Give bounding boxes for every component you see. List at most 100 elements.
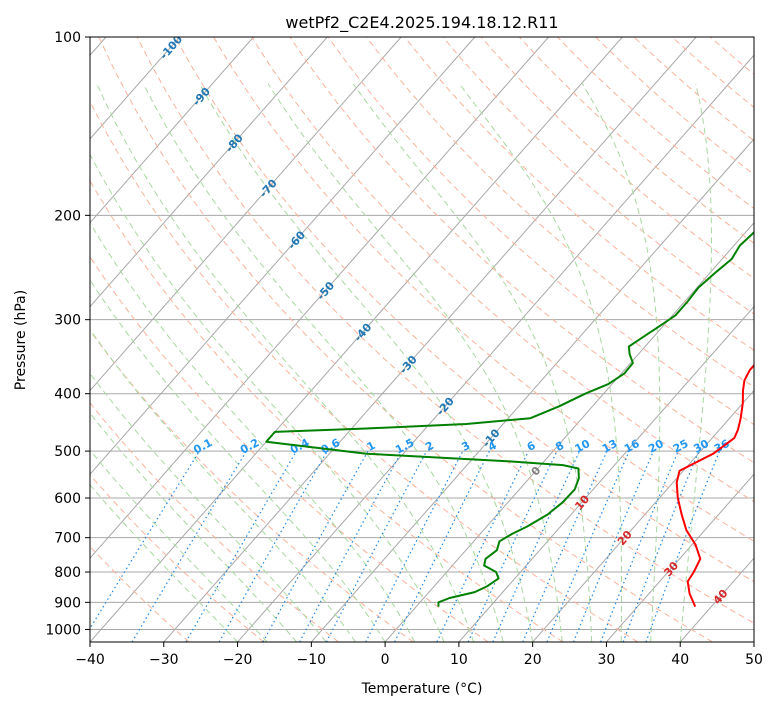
mixing-ratio-label: 25 — [671, 437, 691, 456]
isotherm-line — [753, 641, 754, 642]
background-lines — [90, 37, 754, 642]
isotherm-line — [679, 557, 754, 642]
isotherm-line — [90, 37, 254, 224]
profiles — [265, 230, 754, 607]
y-tick-label: 600 — [54, 491, 81, 507]
isotherm-line — [90, 37, 402, 392]
mixing-ratio-label: 0.2 — [238, 436, 261, 457]
mixing-ratio-line — [325, 450, 428, 642]
mixing-ratio-label: 0.6 — [319, 436, 343, 457]
x-tick-label: 20 — [524, 652, 542, 668]
mixing-ratio-label: 1 — [365, 439, 378, 454]
mixing-ratio-line — [492, 450, 581, 642]
y-axis-label: Pressure (hPa) — [13, 290, 29, 390]
mixing-ratio-line — [131, 450, 247, 642]
isotherm-line — [384, 222, 754, 642]
y-tick-label: 700 — [54, 531, 81, 547]
dry-adiabat-line — [289, 37, 754, 464]
dry-adiabat-line — [633, 37, 754, 142]
x-tick-label: −20 — [223, 652, 253, 668]
moist-adiabat-line — [90, 372, 327, 642]
dry-adiabat-line — [404, 37, 754, 351]
isotherm-line — [606, 473, 754, 642]
mixing-ratio-label: 30 — [691, 437, 711, 456]
mixing-ratio-line — [90, 450, 200, 630]
dry-adiabat-line — [518, 37, 754, 244]
dry-adiabat-line — [557, 37, 754, 210]
moist-adiabat-line — [352, 83, 593, 642]
moist-adiabat-line — [679, 83, 713, 642]
mixing-ratio-line — [185, 450, 297, 642]
plot-frame — [89, 36, 755, 643]
dry-adiabat-line — [480, 37, 754, 279]
dry-adiabat-line — [595, 37, 754, 176]
isotherm-line — [237, 54, 754, 642]
x-tick-label: 0 — [381, 652, 390, 668]
moist-adiabat-line — [90, 221, 416, 642]
mixing-ratio-line — [467, 450, 558, 642]
moist-adiabat-line — [90, 279, 386, 642]
mixing-ratio-line — [572, 450, 655, 642]
moist-adiabat-line — [90, 412, 297, 642]
x-tick-label: 10 — [450, 652, 468, 668]
mixing-ratio-label: 13 — [600, 437, 620, 456]
dry-adiabat-line — [136, 37, 754, 624]
dry-adiabat-line — [90, 329, 414, 642]
y-tick-label: 100 — [54, 30, 81, 46]
mixing-ratio-line — [622, 450, 700, 642]
x-axis-label: Temperature (°C) — [361, 681, 483, 697]
moist-adiabat-line — [581, 83, 661, 642]
dry-adiabat-line — [90, 255, 489, 642]
isotherm-line — [90, 37, 328, 308]
dry-adiabat-line — [90, 100, 639, 642]
y-tick-label: 900 — [54, 595, 81, 611]
moist-adiabat-line — [90, 153, 445, 642]
isotherm-line — [90, 37, 549, 559]
y-tick-label: 800 — [54, 565, 81, 581]
x-tick-label: 40 — [671, 652, 689, 668]
moist-adiabat-line — [267, 83, 563, 642]
mixing-ratio-line — [546, 450, 630, 642]
dry-adiabat-line — [174, 37, 754, 583]
moist-adiabat-line — [96, 83, 475, 642]
mixing-ratio-label: 10 — [573, 437, 593, 456]
moist-adiabat-line — [458, 83, 622, 642]
dry-adiabat-line — [671, 37, 754, 109]
mixing-ratio-line — [436, 450, 529, 642]
isotherm-line — [90, 37, 623, 642]
mixing-ratio-label: 1.5 — [393, 436, 416, 457]
y-tick-label: 200 — [54, 208, 81, 224]
mixing-ratio-line — [262, 450, 369, 642]
dry-adiabat-line — [90, 179, 564, 642]
x-tick-label: 30 — [597, 652, 615, 668]
y-tick-label: 300 — [54, 313, 81, 329]
x-tick-label: −40 — [75, 652, 105, 668]
dewpoint-profile-line — [265, 230, 754, 607]
x-tick-label: 50 — [745, 652, 763, 668]
mixing-ratio-label: 16 — [622, 437, 642, 456]
x-tick-label: −30 — [149, 652, 179, 668]
dry-adiabat-line — [442, 37, 754, 315]
isotherm-line — [163, 37, 697, 642]
mixing-ratio-line — [600, 450, 679, 642]
y-tick-label: 400 — [54, 387, 81, 403]
moist-adiabat-line — [90, 484, 238, 642]
dry-adiabat-line — [251, 37, 754, 503]
temperature-profile-line — [675, 363, 754, 607]
dry-adiabat-line — [327, 37, 754, 426]
mixing-ratio-line — [522, 450, 608, 642]
isotherm-line — [90, 37, 181, 140]
moist-adiabat-line — [90, 328, 357, 642]
chart-title: wetPf2_C2E4.2025.194.18.12.R11 — [285, 13, 558, 33]
mixing-ratio-line — [218, 450, 328, 642]
y-tick-label: 1000 — [45, 622, 81, 638]
y-tick-label: 500 — [54, 444, 81, 460]
isotherm-line — [90, 37, 476, 476]
moist-adiabat-line — [90, 449, 268, 642]
dry-adiabat-line — [366, 37, 754, 388]
axis-ticks: −40 −30 −20 −10 0 10 20 30 40 50 100 200 300 400 500 60… — [45, 30, 763, 668]
mixing-ratio-line — [394, 450, 491, 642]
moist-adiabat-line — [199, 83, 534, 642]
mixing-ratio-label: 20 — [646, 437, 666, 456]
